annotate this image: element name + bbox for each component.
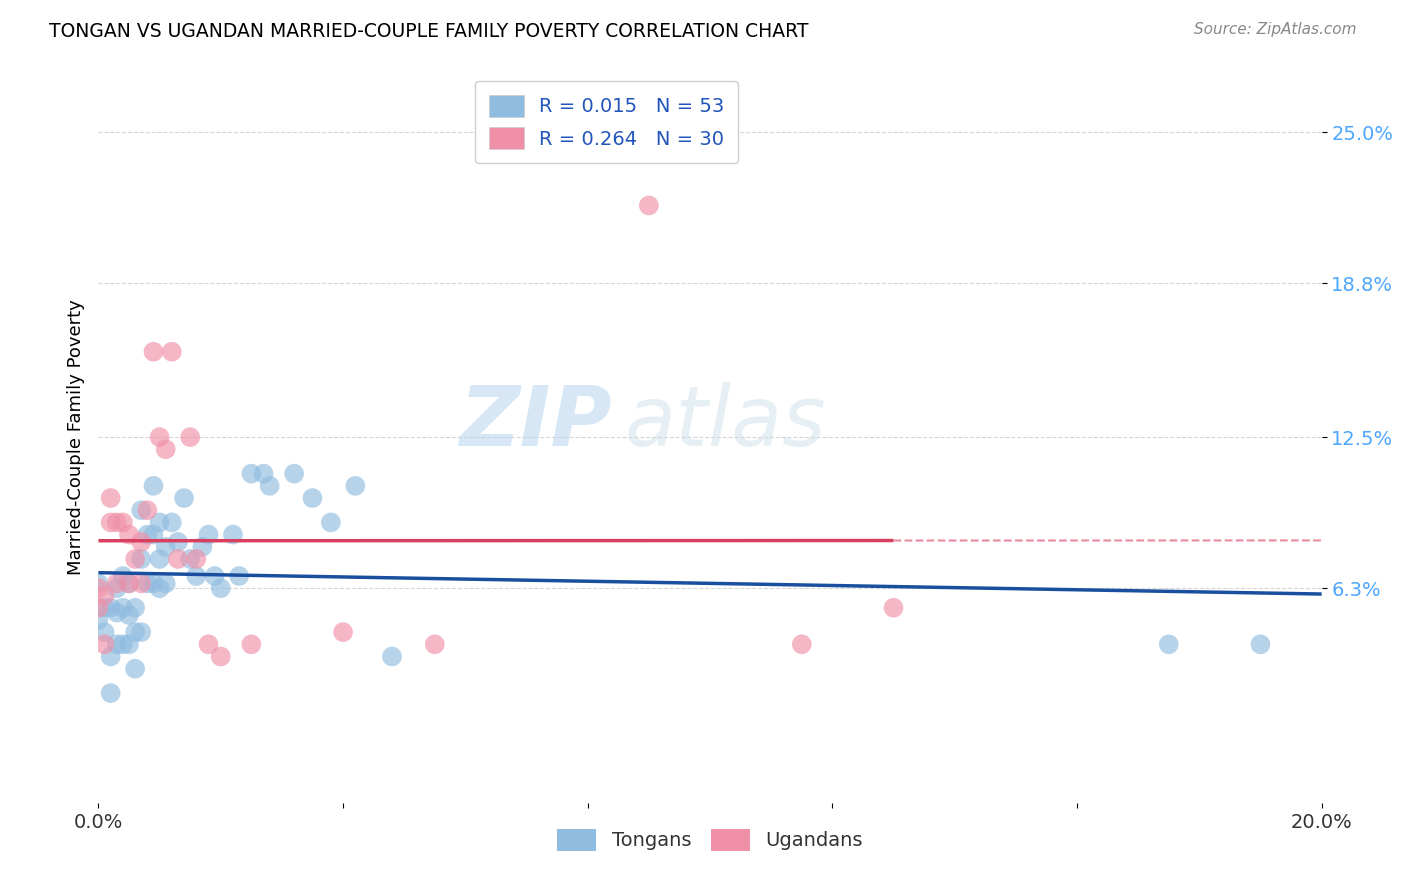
Point <box>118 608 141 623</box>
Point <box>155 442 177 457</box>
Point <box>283 467 305 481</box>
Point <box>105 637 128 651</box>
Point <box>319 516 342 530</box>
Point <box>129 503 152 517</box>
Point <box>197 637 219 651</box>
Point <box>883 600 905 615</box>
Point <box>637 198 661 212</box>
Point <box>149 581 172 595</box>
Point <box>332 625 354 640</box>
Point <box>179 430 201 444</box>
Point <box>124 600 146 615</box>
Point <box>179 552 201 566</box>
Point <box>204 569 226 583</box>
Point <box>167 552 190 566</box>
Text: TONGAN VS UGANDAN MARRIED-COUPLE FAMILY POVERTY CORRELATION CHART: TONGAN VS UGANDAN MARRIED-COUPLE FAMILY … <box>49 22 808 41</box>
Point <box>111 600 134 615</box>
Point <box>136 503 159 517</box>
Point <box>209 581 232 595</box>
Point <box>129 552 152 566</box>
Point <box>100 516 122 530</box>
Point <box>155 540 177 554</box>
Text: ZIP: ZIP <box>460 382 612 463</box>
Point <box>173 491 195 505</box>
Point <box>87 613 110 627</box>
Point <box>93 589 115 603</box>
Point <box>87 581 110 595</box>
Point <box>142 344 165 359</box>
Point <box>186 569 208 583</box>
Point <box>93 637 115 651</box>
Point <box>149 430 172 444</box>
Point <box>129 576 152 591</box>
Point <box>259 479 281 493</box>
Point <box>105 576 128 591</box>
Point <box>149 516 172 530</box>
Point <box>87 576 110 591</box>
Point <box>301 491 323 505</box>
Point <box>142 479 165 493</box>
Point <box>186 552 208 566</box>
Point <box>228 569 250 583</box>
Point <box>423 637 446 651</box>
Y-axis label: Married-Couple Family Poverty: Married-Couple Family Poverty <box>66 299 84 575</box>
Point <box>105 606 128 620</box>
Point <box>240 637 263 651</box>
Point <box>252 467 274 481</box>
Point <box>118 576 141 591</box>
Point <box>160 516 183 530</box>
Point <box>87 600 110 615</box>
Point <box>100 686 122 700</box>
Point <box>142 576 165 591</box>
Point <box>111 516 134 530</box>
Point <box>209 649 232 664</box>
Point <box>1157 637 1180 651</box>
Point <box>93 625 115 640</box>
Point <box>124 662 146 676</box>
Point <box>136 576 159 591</box>
Point <box>222 527 245 541</box>
Point <box>105 516 128 530</box>
Point <box>111 569 134 583</box>
Point <box>149 552 172 566</box>
Point <box>100 491 122 505</box>
Point <box>1249 637 1271 651</box>
Point <box>790 637 813 651</box>
Point <box>381 649 404 664</box>
Point <box>160 344 183 359</box>
Point <box>93 600 115 615</box>
Text: atlas: atlas <box>624 382 827 463</box>
Point <box>129 625 152 640</box>
Point <box>197 527 219 541</box>
Point <box>124 625 146 640</box>
Point <box>136 527 159 541</box>
Text: Source: ZipAtlas.com: Source: ZipAtlas.com <box>1194 22 1357 37</box>
Point <box>118 576 141 591</box>
Point <box>105 581 128 595</box>
Point <box>142 527 165 541</box>
Point <box>118 527 141 541</box>
Legend: Tongans, Ugandans: Tongans, Ugandans <box>550 821 870 859</box>
Point <box>167 535 190 549</box>
Point <box>118 637 141 651</box>
Point <box>100 649 122 664</box>
Point <box>191 540 214 554</box>
Point <box>240 467 263 481</box>
Point <box>344 479 367 493</box>
Point <box>155 576 177 591</box>
Point <box>129 535 152 549</box>
Point <box>111 637 134 651</box>
Point <box>100 600 122 615</box>
Point <box>124 552 146 566</box>
